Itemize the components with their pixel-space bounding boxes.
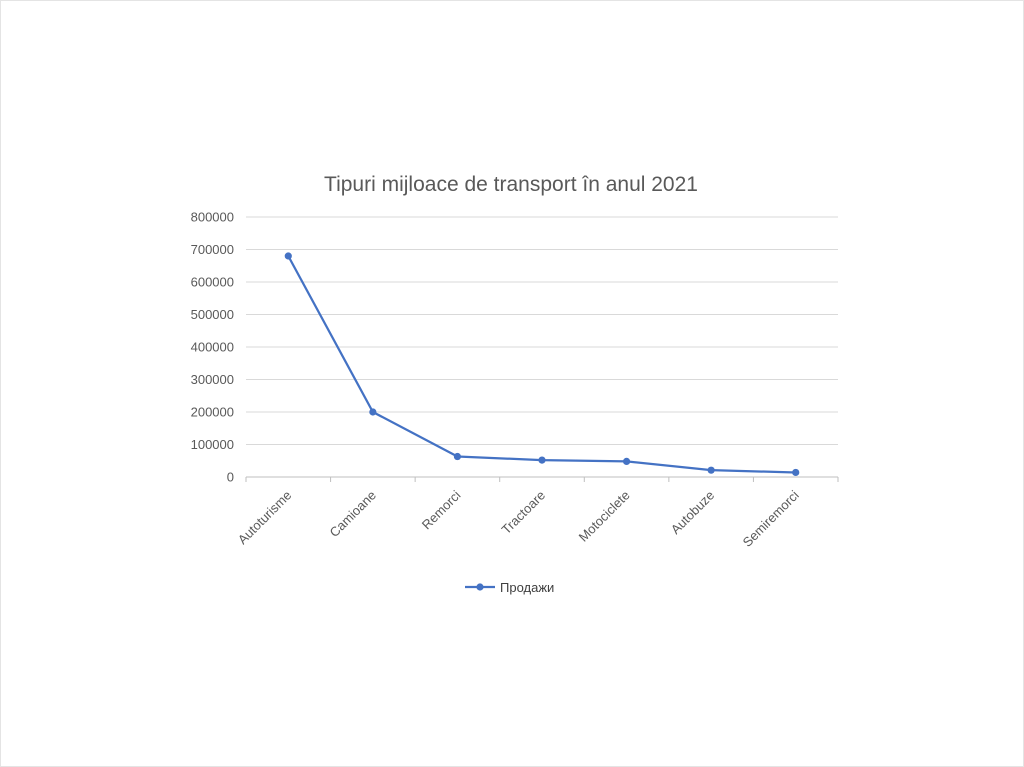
x-tick-label: Semiremorci	[740, 487, 802, 549]
x-axis	[245, 476, 839, 482]
y-tick-label: 700000	[191, 242, 234, 257]
y-tick-label: 800000	[191, 210, 234, 225]
legend-dot-marker	[476, 583, 484, 591]
y-axis-ticks: 0 100000 200000 300000 400000 500000 600000 700…	[191, 210, 234, 485]
data-point	[622, 457, 631, 465]
data-point	[453, 452, 462, 461]
chart-title: Tipuri mijloace de transport în anul 202…	[324, 173, 698, 196]
y-tick-label: 100000	[191, 437, 234, 452]
x-tick-label: Autoturisme	[235, 488, 295, 548]
data-point	[792, 468, 800, 477]
data-point	[369, 408, 377, 416]
x-tick-label: Autobuze	[668, 488, 717, 537]
x-tick-label: Tractoare	[499, 488, 549, 538]
x-tick-label: Motociclete	[576, 488, 633, 545]
gridlines	[246, 216, 838, 445]
x-axis-ticks: Autoturisme Camioane Remorci Tractoare Motoc…	[235, 487, 802, 549]
y-tick-label: 500000	[191, 307, 234, 322]
y-tick-label: 400000	[191, 340, 234, 355]
y-tick-label: 600000	[191, 275, 234, 290]
x-tick-label: Camioane	[326, 488, 379, 541]
data-point	[538, 456, 546, 464]
y-tick-label: 0	[227, 470, 234, 485]
series-lines	[284, 252, 800, 477]
data-point	[284, 252, 292, 260]
y-tick-label: 300000	[191, 372, 234, 387]
data-point	[707, 466, 715, 474]
x-tick-label: Remorci	[419, 487, 464, 532]
series-line	[287, 254, 797, 474]
y-tick-label: 200000	[191, 405, 234, 420]
legend-label: Продажи	[500, 580, 554, 595]
legend: Продажи	[465, 580, 554, 595]
